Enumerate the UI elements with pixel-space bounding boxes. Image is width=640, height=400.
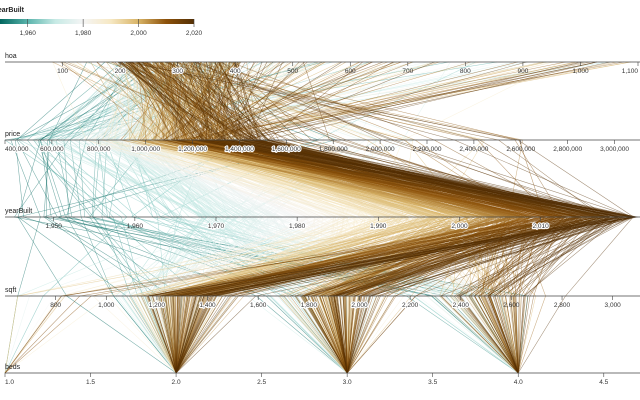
axis-tick-label: 1,970 bbox=[208, 223, 225, 230]
axis-tick-label: 1,200,000 bbox=[178, 146, 207, 153]
axis-title: yearBuilt bbox=[5, 208, 32, 215]
axes: hoa 100 200 300 400 500 600 700 800 900 1,000 1,100… bbox=[4, 53, 640, 386]
axis-tick-label: 2,400 bbox=[453, 302, 470, 309]
axis-tick-label: 1,980 bbox=[289, 223, 306, 230]
axis-tick-label: 1,200 bbox=[149, 302, 166, 309]
axis-tick-label: 2,200 bbox=[402, 302, 419, 309]
axis-tick-label: 600,000 bbox=[40, 146, 64, 153]
legend-ticks: 1,960 1,980 2,000 2,020 bbox=[20, 19, 203, 37]
axis-tick-label: 1,000,000 bbox=[131, 146, 160, 153]
axis-tick-label: 3,000,000 bbox=[600, 146, 629, 153]
axis-tick-label: 2,600 bbox=[503, 302, 520, 309]
axis-tick-label: 3.5 bbox=[428, 379, 437, 386]
axis-title: beds bbox=[5, 364, 21, 371]
axis-tick-label: 1.5 bbox=[86, 379, 95, 386]
axis-tick-label: 300 bbox=[172, 68, 183, 75]
axis-beds: beds 1.0 1.5 2.0 2.5 3.0 3.5 4.0 4.5 bbox=[4, 364, 640, 386]
axis-tick-label: 100 bbox=[57, 68, 68, 75]
axis-hoa: hoa 100 200 300 400 500 600 700 800 900 1,000 1,100 bbox=[5, 53, 640, 76]
axis-tick-label: 200 bbox=[115, 68, 126, 75]
legend-color-ramp bbox=[0, 19, 194, 24]
axis-tick-label: 800,000 bbox=[87, 146, 111, 153]
legend-title: yearBuilt bbox=[0, 7, 25, 14]
axis-tick-label: 2,010 bbox=[532, 223, 549, 230]
legend-tick-label: 2,000 bbox=[130, 30, 147, 37]
axis-tick-label: 1,100 bbox=[622, 68, 639, 75]
axis-tick-label: 2.5 bbox=[257, 379, 266, 386]
axis-tick-label: 2,000 bbox=[351, 302, 368, 309]
legend-tick-label: 1,960 bbox=[20, 30, 37, 37]
axis-yearBuilt: yearBuilt 1,950 1,960 1,970 1,980 1,990 2,000 2… bbox=[5, 208, 640, 231]
axis-tick-label: 1,000 bbox=[572, 68, 589, 75]
axis-tick-label: 400 bbox=[230, 68, 241, 75]
axis-title: price bbox=[5, 131, 20, 138]
axis-tick-label: 1,960 bbox=[127, 223, 144, 230]
color-legend: yearBuilt 1,960 1,980 2,000 2,020 bbox=[0, 7, 203, 37]
axis-tick-label: 2,200,000 bbox=[413, 146, 442, 153]
axis-tick-label: 500 bbox=[287, 68, 298, 75]
axis-tick-label: 1,400 bbox=[199, 302, 216, 309]
axis-tick-label: 1,800 bbox=[301, 302, 318, 309]
axis-price: price 400,000 600,000 800,000 1,000,000 1,200… bbox=[4, 131, 640, 154]
axis-tick-label: 800 bbox=[460, 68, 471, 75]
axis-title: hoa bbox=[5, 53, 17, 60]
axis-tick-label: 600 bbox=[345, 68, 356, 75]
axis-tick-label: 2,800 bbox=[554, 302, 571, 309]
axis-tick-label: 2,800,000 bbox=[553, 146, 582, 153]
axis-tick-label: 2,000 bbox=[451, 223, 468, 230]
legend-tick-label: 2,020 bbox=[186, 30, 203, 37]
axis-tick-label: 2,400,000 bbox=[459, 146, 488, 153]
axis-tick-label: 3.0 bbox=[343, 379, 352, 386]
legend-tick-label: 1,980 bbox=[75, 30, 92, 37]
axis-tick-label: 1,990 bbox=[370, 223, 387, 230]
axis-title: sqft bbox=[5, 287, 16, 294]
axis-tick-label: 3,000 bbox=[605, 302, 622, 309]
axis-tick-label: 1,600,000 bbox=[272, 146, 301, 153]
axis-tick-label: 700 bbox=[402, 68, 413, 75]
axis-tick-label: 1,800,000 bbox=[319, 146, 348, 153]
polylines bbox=[4, 61, 638, 374]
axis-tick-label: 2,000,000 bbox=[366, 146, 395, 153]
axis-tick-label: 1,950 bbox=[46, 223, 63, 230]
axis-tick-label: 1,600 bbox=[250, 302, 267, 309]
axis-tick-label: 400,000 bbox=[5, 146, 29, 153]
axis-tick-label: 1,400,000 bbox=[225, 146, 254, 153]
axis-tick-label: 4.0 bbox=[514, 379, 523, 386]
axis-tick-label: 900 bbox=[517, 68, 528, 75]
axis-tick-label: 4.5 bbox=[599, 379, 608, 386]
axis-tick-label: 1,000 bbox=[98, 302, 115, 309]
axis-tick-label: 1.0 bbox=[5, 379, 14, 386]
axis-sqft: sqft 800 1,000 1,200 1,400 1,600 1,800 2,000 2,2… bbox=[5, 287, 640, 310]
axis-tick-label: 2.0 bbox=[172, 379, 181, 386]
axis-tick-label: 2,600,000 bbox=[506, 146, 535, 153]
axis-tick-label: 800 bbox=[50, 302, 61, 309]
